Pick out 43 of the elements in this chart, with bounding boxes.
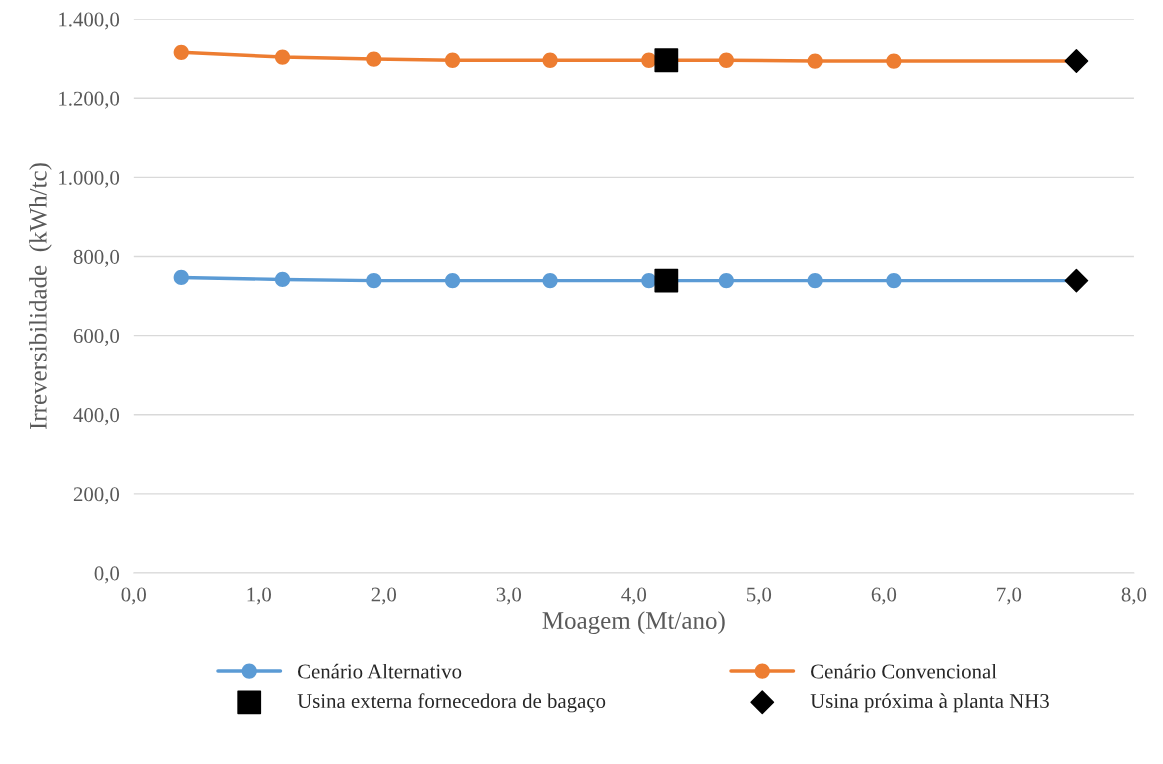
x-axis-title: Moagem (Mt/ano) bbox=[542, 611, 725, 635]
x-tick-label: 4,0 bbox=[621, 587, 647, 605]
y-axis-title: Irreversibilidade (kWh/tc) bbox=[29, 163, 52, 430]
x-tick-label: 8,0 bbox=[1121, 587, 1147, 605]
point bbox=[173, 44, 189, 60]
point bbox=[654, 48, 679, 73]
x-tick-label: 7,0 bbox=[997, 587, 1022, 605]
point bbox=[542, 272, 558, 289]
x-tick-label: 3,0 bbox=[496, 587, 522, 605]
point bbox=[886, 272, 902, 289]
y-tick-label: 1.000,0 bbox=[59, 170, 120, 188]
x-tick-label: 2,0 bbox=[371, 587, 397, 605]
y-tick-label: 600,0 bbox=[73, 328, 120, 347]
legend-label: Usina próxima à planta NH3 bbox=[810, 693, 1049, 713]
point bbox=[366, 272, 382, 289]
legend-label: Usina externa fornecedora de bagaço bbox=[297, 693, 606, 713]
point bbox=[807, 272, 823, 289]
x-tick-label: 0,0 bbox=[121, 587, 146, 605]
y-tick-label: 800,0 bbox=[73, 249, 120, 267]
x-tick-label: 5,0 bbox=[747, 587, 772, 605]
y-tick-label: 0,0 bbox=[94, 566, 120, 584]
point bbox=[274, 49, 291, 65]
point bbox=[654, 268, 679, 293]
point bbox=[718, 272, 734, 289]
point bbox=[1064, 49, 1089, 73]
point bbox=[886, 53, 902, 69]
point bbox=[1064, 268, 1089, 293]
point bbox=[173, 269, 189, 286]
x-tick-label: 1,0 bbox=[247, 587, 271, 605]
y-tick-label: 200,0 bbox=[73, 487, 120, 505]
x-tick-label: 6,0 bbox=[871, 587, 897, 605]
point bbox=[444, 52, 461, 68]
legend-label: Cenário Convencional bbox=[811, 663, 997, 679]
point bbox=[366, 51, 382, 67]
point bbox=[542, 52, 558, 68]
y-tick-label: 1.200,0 bbox=[59, 91, 120, 109]
legend-label: Cenário Alternativo bbox=[297, 663, 462, 679]
point bbox=[807, 53, 823, 69]
point bbox=[274, 271, 291, 288]
point bbox=[718, 52, 734, 68]
y-tick-label: 400,0 bbox=[73, 408, 120, 426]
point bbox=[444, 272, 461, 289]
y-tick-label: 1.400,0 bbox=[59, 12, 120, 30]
